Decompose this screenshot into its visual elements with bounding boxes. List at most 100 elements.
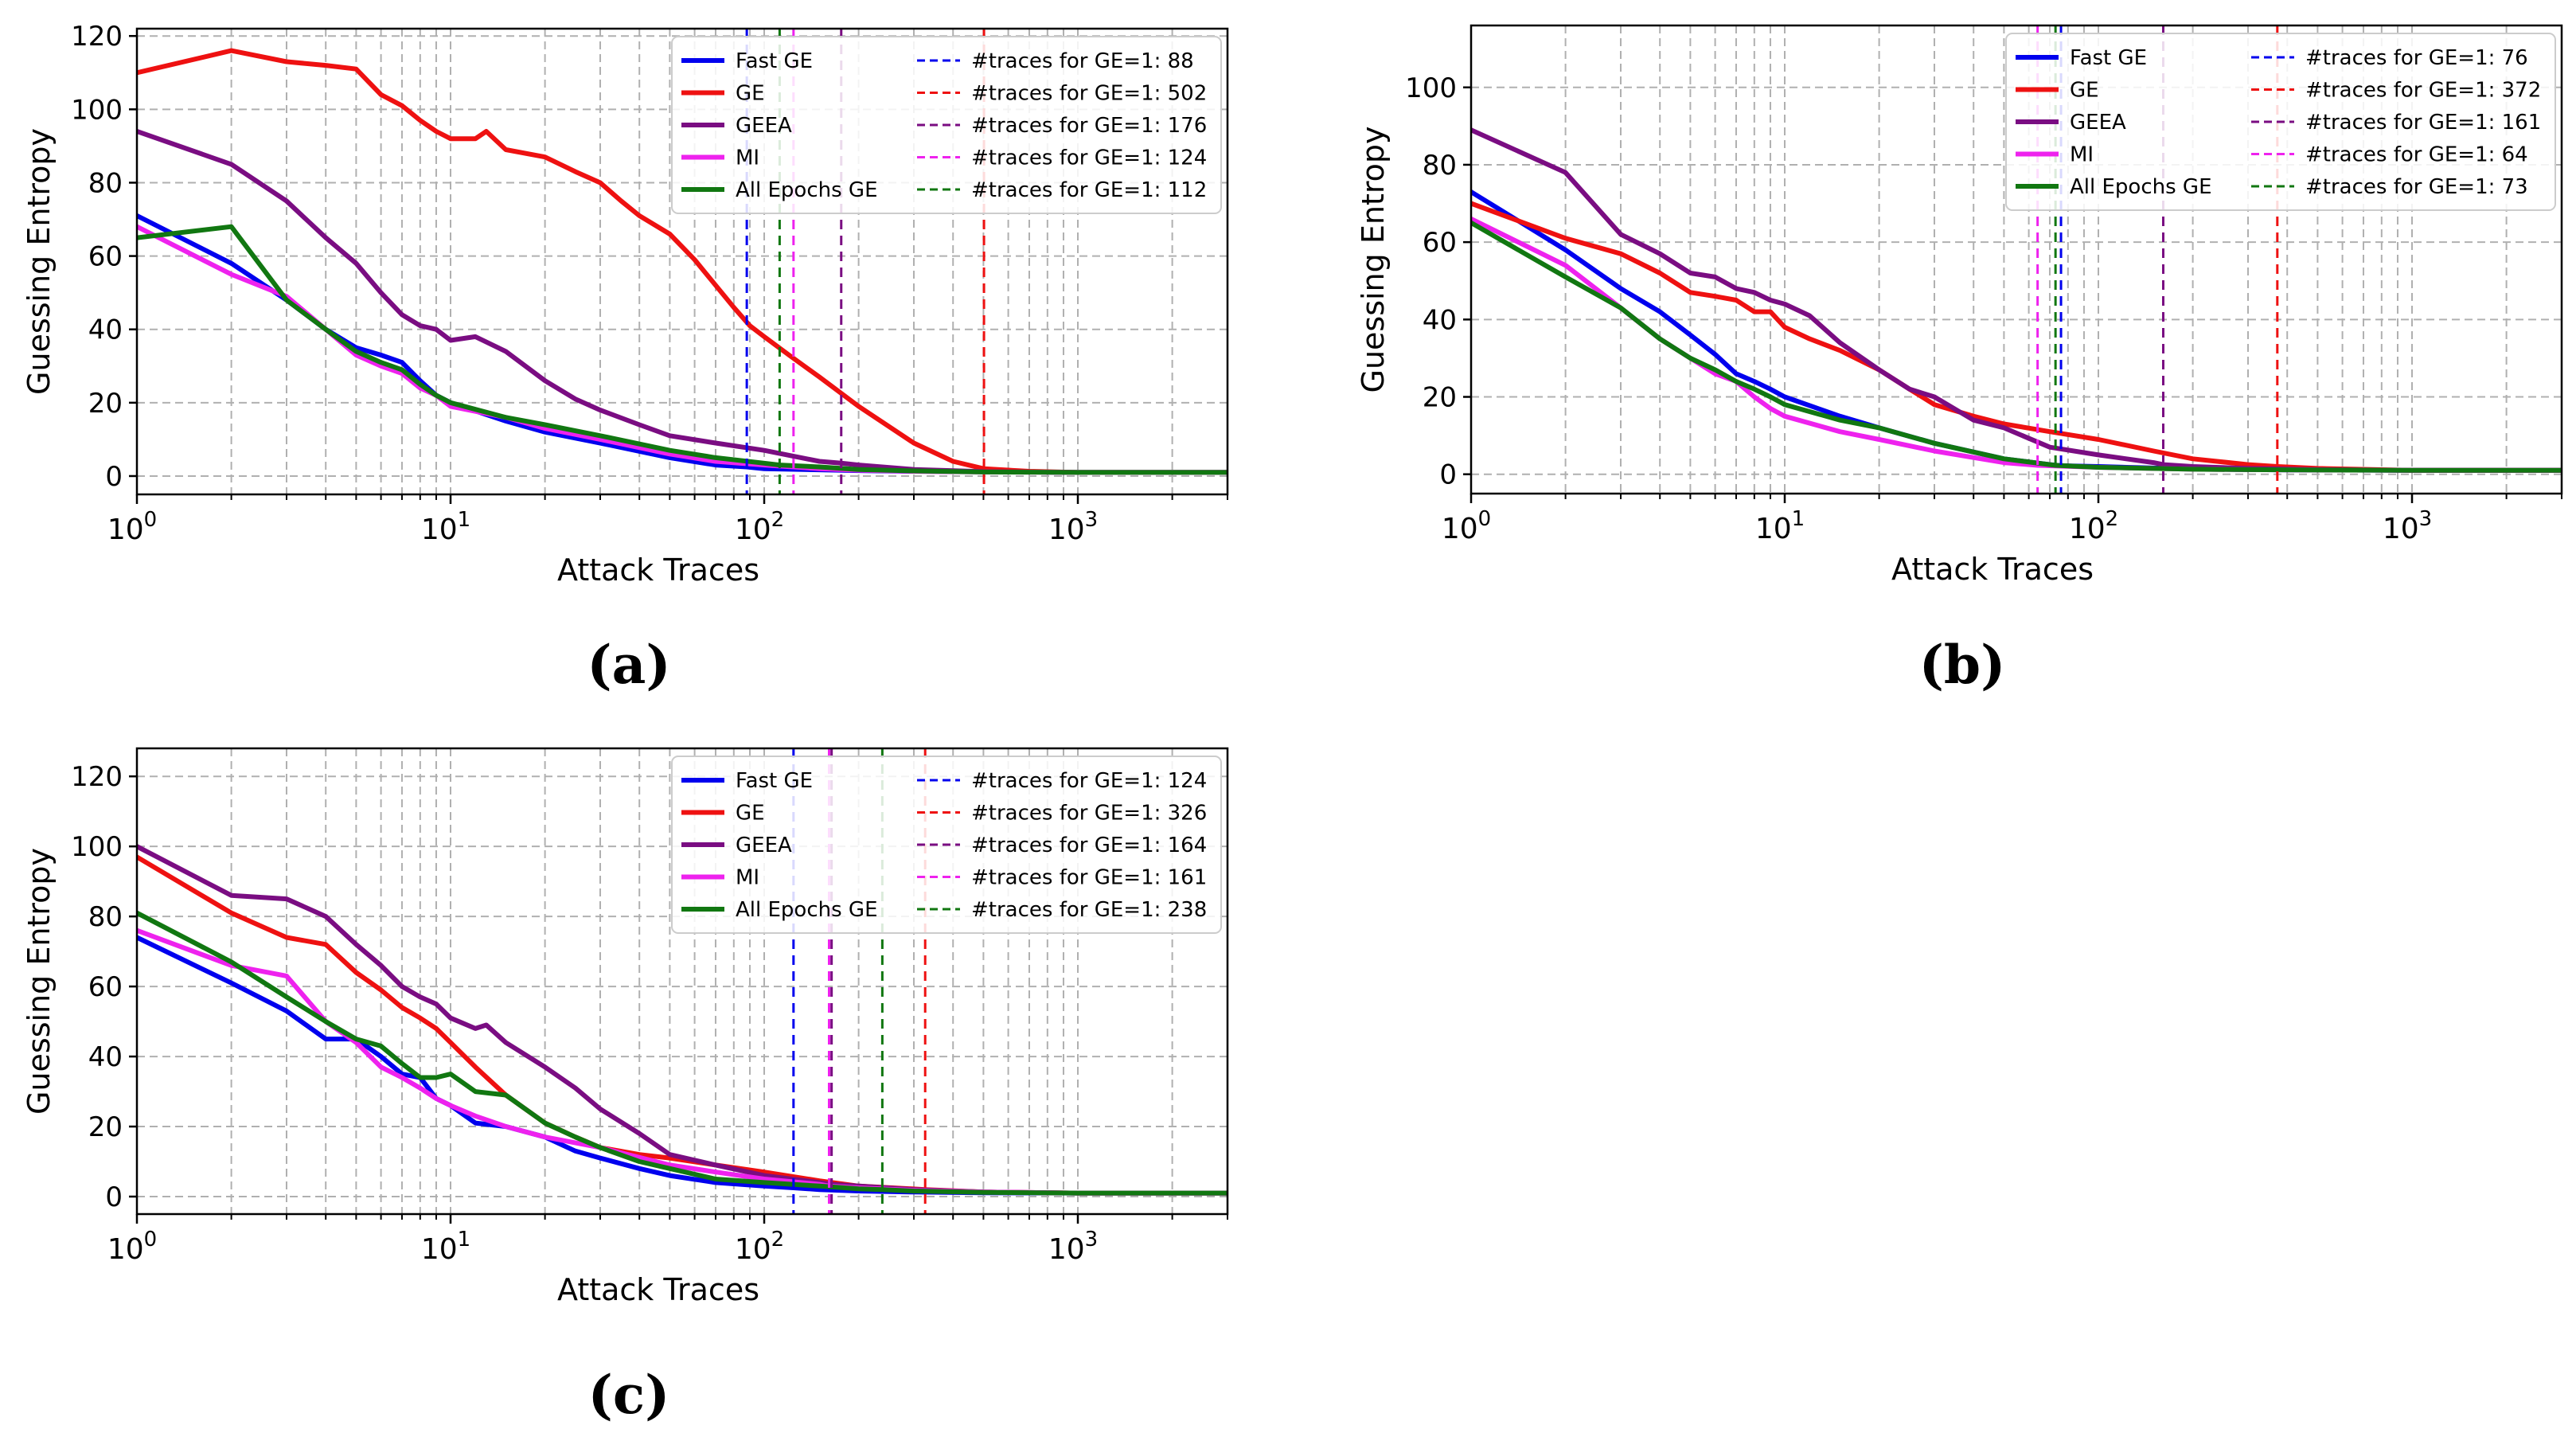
y-tick-label: 40 xyxy=(1423,304,1457,336)
legend-entry-threshold: #traces for GE=1: 176 xyxy=(971,114,1207,138)
y-tick-label: 60 xyxy=(88,241,123,273)
legend-entry: MI xyxy=(736,146,759,170)
x-tick-exponent: 3 xyxy=(2419,507,2433,531)
x-tick-label: 101 xyxy=(421,508,470,546)
legend-entry-threshold: #traces for GE=1: 161 xyxy=(2305,111,2541,135)
legend-entry-threshold: #traces for GE=1: 124 xyxy=(971,769,1207,793)
panel-label: (b) xyxy=(1919,634,2006,696)
x-tick-exponent: 1 xyxy=(458,1228,471,1252)
series-group xyxy=(1471,25,2562,494)
x-tick-exponent: 1 xyxy=(1792,507,1805,531)
x-tick-exponent: 3 xyxy=(1085,508,1099,532)
series-group xyxy=(137,748,1228,1214)
x-tick-label: 100 xyxy=(107,1228,157,1266)
series-line-ge xyxy=(137,48,1228,475)
y-tick-label: 80 xyxy=(88,901,123,933)
legend-entry: GE xyxy=(736,802,765,826)
x-axis-label: Attack Traces xyxy=(557,553,759,588)
x-axis-label: Attack Traces xyxy=(1891,552,2094,587)
legend-entry: GE xyxy=(2070,79,2099,103)
series-line-all-epochs-ge xyxy=(1471,220,2562,473)
legend-entry: All Epochs GE xyxy=(736,178,878,202)
legend-entry-threshold: #traces for GE=1: 326 xyxy=(971,802,1207,826)
legend: Fast GE GE GEEA MI All Epochs GE #traces for … xyxy=(671,36,1222,214)
legend-entry: All Epochs GE xyxy=(2070,175,2212,199)
y-tick-label: 0 xyxy=(1439,459,1457,491)
legend-entry: All Epochs GE xyxy=(736,898,878,922)
legend-entry-threshold: #traces for GE=1: 238 xyxy=(971,898,1207,922)
y-tick-label: 40 xyxy=(88,1041,123,1073)
legend-entry-threshold: #traces for GE=1: 64 xyxy=(2305,143,2528,167)
x-tick-label: 103 xyxy=(1048,508,1098,546)
x-tick-exponent: 0 xyxy=(1478,507,1492,531)
y-tick-label: 20 xyxy=(88,388,123,420)
x-axis-label: Attack Traces xyxy=(557,1272,759,1307)
y-tick-label: 0 xyxy=(105,461,123,493)
series-line-fast-ge xyxy=(137,935,1228,1196)
legend-entry-threshold: #traces for GE=1: 73 xyxy=(2305,175,2528,199)
x-tick-exponent: 1 xyxy=(458,508,471,532)
y-axis-label: Guessing Entropy xyxy=(1356,127,1391,393)
series-line-geea xyxy=(137,129,1228,475)
legend-entry-threshold: #traces for GE=1: 372 xyxy=(2305,79,2541,103)
y-tick-label: 120 xyxy=(71,21,123,53)
x-tick-exponent: 2 xyxy=(771,1228,785,1252)
series-line-fast-ge xyxy=(137,213,1228,475)
series-line-all-epochs-ge xyxy=(137,910,1228,1196)
y-axis-label: Guessing Entropy xyxy=(21,128,57,395)
series-group xyxy=(137,29,1228,494)
y-tick-label: 40 xyxy=(88,314,123,346)
y-tick-label: 20 xyxy=(88,1111,123,1143)
x-tick-label: 102 xyxy=(735,1228,784,1266)
x-tick-label: 101 xyxy=(1755,507,1805,545)
y-tick-label: 100 xyxy=(71,94,123,126)
legend-entry: GEEA xyxy=(736,834,792,857)
x-tick-exponent: 0 xyxy=(144,508,158,532)
plot-frame xyxy=(135,747,1229,1216)
legend-entry-threshold: #traces for GE=1: 124 xyxy=(971,146,1207,170)
legend-entry: GE xyxy=(736,82,765,106)
legend-entry: Fast GE xyxy=(736,49,813,73)
legend-entry: GEEA xyxy=(736,114,792,138)
x-tick-exponent: 3 xyxy=(1085,1228,1099,1252)
y-axis-label: Guessing Entropy xyxy=(21,848,57,1115)
x-tick-label: 103 xyxy=(1048,1228,1098,1266)
panel-label: (a) xyxy=(587,634,670,696)
legend-entry-threshold: #traces for GE=1: 88 xyxy=(971,49,1194,73)
panel-label: (c) xyxy=(588,1364,670,1426)
plot-frame xyxy=(1469,24,2563,495)
legend-entry: MI xyxy=(2070,143,2094,167)
legend-entry-threshold: #traces for GE=1: 164 xyxy=(971,834,1207,857)
legend-entry: GEEA xyxy=(2070,111,2126,135)
y-tick-label: 120 xyxy=(71,761,123,793)
y-tick-label: 60 xyxy=(1423,227,1457,259)
x-tick-label: 102 xyxy=(735,508,784,546)
x-tick-exponent: 2 xyxy=(2106,507,2119,531)
legend-entry: Fast GE xyxy=(736,769,813,793)
x-tick-exponent: 2 xyxy=(771,508,785,532)
legend: Fast GE GE GEEA MI All Epochs GE #traces for … xyxy=(671,756,1222,934)
legend-entry-threshold: #traces for GE=1: 502 xyxy=(971,82,1207,106)
legend-entry-threshold: #traces for GE=1: 112 xyxy=(971,178,1207,202)
legend-entry: Fast GE xyxy=(2070,46,2147,70)
x-tick-label: 103 xyxy=(2383,507,2432,545)
legend-entry-threshold: #traces for GE=1: 161 xyxy=(971,866,1207,890)
x-tick-exponent: 0 xyxy=(144,1228,158,1252)
legend-entry-threshold: #traces for GE=1: 76 xyxy=(2305,46,2528,70)
y-tick-label: 80 xyxy=(88,167,123,199)
x-tick-label: 100 xyxy=(1442,507,1491,545)
plot-frame xyxy=(135,27,1229,496)
y-tick-label: 80 xyxy=(1423,150,1457,182)
x-tick-label: 102 xyxy=(2069,507,2118,545)
series-line-all-epochs-ge xyxy=(137,224,1228,475)
y-tick-label: 100 xyxy=(1405,72,1457,104)
y-tick-label: 100 xyxy=(71,831,123,863)
y-tick-label: 0 xyxy=(105,1181,123,1213)
legend: Fast GE GE GEEA MI All Epochs GE #traces for … xyxy=(2005,33,2556,211)
y-tick-label: 20 xyxy=(1423,382,1457,414)
